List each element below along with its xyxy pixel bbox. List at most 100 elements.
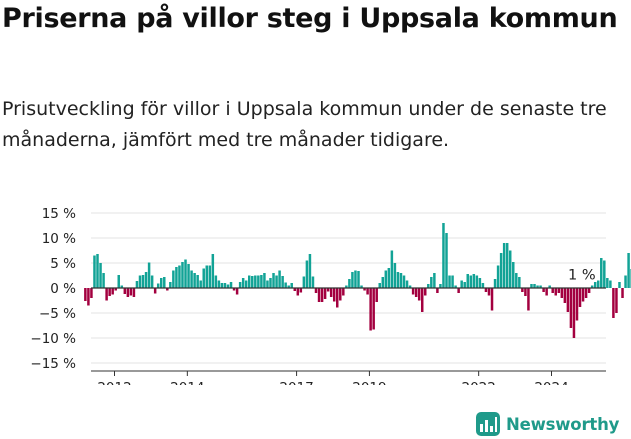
bar <box>205 265 208 288</box>
bar <box>493 279 497 288</box>
bar <box>141 275 145 288</box>
bar <box>369 288 372 331</box>
bar <box>226 284 230 288</box>
bar <box>332 288 336 302</box>
bar <box>320 288 324 302</box>
bar <box>375 288 378 302</box>
bar <box>272 273 275 288</box>
bar <box>114 288 117 291</box>
bar <box>436 288 439 293</box>
y-tick-label: 10 % <box>42 231 76 247</box>
bar <box>378 283 381 288</box>
bar <box>111 288 114 295</box>
bar <box>530 284 533 288</box>
bar <box>381 277 385 288</box>
bar <box>402 275 406 288</box>
bar <box>93 255 96 288</box>
bar <box>363 288 366 291</box>
bar <box>393 263 397 288</box>
bar <box>457 288 460 293</box>
x-tick-label: 2017 <box>279 380 313 385</box>
bar <box>417 288 421 301</box>
bar <box>563 288 567 303</box>
bar <box>196 275 199 288</box>
bar <box>293 288 297 291</box>
bar <box>420 288 424 312</box>
bar <box>430 277 433 288</box>
bar <box>326 288 330 292</box>
bar <box>606 278 609 288</box>
bar <box>557 288 561 293</box>
bar <box>208 265 212 288</box>
bar <box>260 275 263 288</box>
bar <box>108 288 111 296</box>
bar <box>305 260 309 288</box>
bar <box>603 260 606 288</box>
bar <box>469 275 473 288</box>
bar <box>351 272 354 288</box>
bar <box>281 276 284 288</box>
bar <box>269 278 272 288</box>
bar <box>235 288 239 295</box>
bar <box>539 285 542 288</box>
bar <box>448 275 451 288</box>
gridlines <box>91 212 606 364</box>
y-tick-label: 0 % <box>50 281 76 297</box>
bar <box>244 280 248 288</box>
bar <box>593 282 597 288</box>
bar <box>478 278 482 288</box>
bar <box>217 280 221 288</box>
chart-subtitle: Prisutveckling för villor i Uppsala komm… <box>2 98 607 151</box>
bar <box>214 275 218 288</box>
bar <box>153 288 157 294</box>
bar <box>202 268 205 288</box>
bar <box>399 273 403 288</box>
bar <box>257 275 260 288</box>
bar <box>427 284 430 288</box>
bar <box>454 285 457 288</box>
x-tick-label: 2019 <box>352 380 386 385</box>
bar-chart: 15 % 10 % 5 % 0 % −5 % −10 % −15 % 2012 2014 2017… <box>30 206 631 385</box>
bar <box>615 288 618 313</box>
bar <box>172 270 175 288</box>
bar <box>572 288 576 338</box>
bar <box>445 233 448 288</box>
bar <box>624 275 627 288</box>
bar <box>266 280 269 288</box>
bar <box>102 273 105 288</box>
x-tick-label: 2014 <box>170 380 204 385</box>
bar <box>87 288 90 306</box>
bar <box>232 288 236 291</box>
bar <box>354 270 357 288</box>
bar <box>357 271 360 288</box>
bar <box>342 288 345 296</box>
bar <box>609 280 612 288</box>
bar <box>366 288 369 295</box>
bar <box>290 283 293 288</box>
bar <box>129 288 133 296</box>
bar <box>384 270 388 288</box>
bar <box>372 288 375 330</box>
bar <box>84 288 87 301</box>
bar <box>241 278 245 288</box>
bar <box>345 285 348 288</box>
bar <box>575 288 579 321</box>
y-tick-label: 5 % <box>50 256 76 272</box>
bar <box>308 254 312 288</box>
bar <box>360 285 363 288</box>
bar <box>348 279 351 288</box>
bar <box>163 277 166 288</box>
bar <box>627 253 630 288</box>
bar <box>472 274 476 288</box>
bar <box>590 285 594 288</box>
bar <box>612 288 615 318</box>
bar <box>123 288 127 294</box>
bar <box>287 285 290 288</box>
bar <box>132 288 136 297</box>
y-tick-label: 15 % <box>42 206 76 222</box>
bar <box>336 288 339 308</box>
bar <box>490 288 494 311</box>
bar <box>536 285 539 288</box>
bar <box>181 262 184 288</box>
bar <box>405 280 409 288</box>
